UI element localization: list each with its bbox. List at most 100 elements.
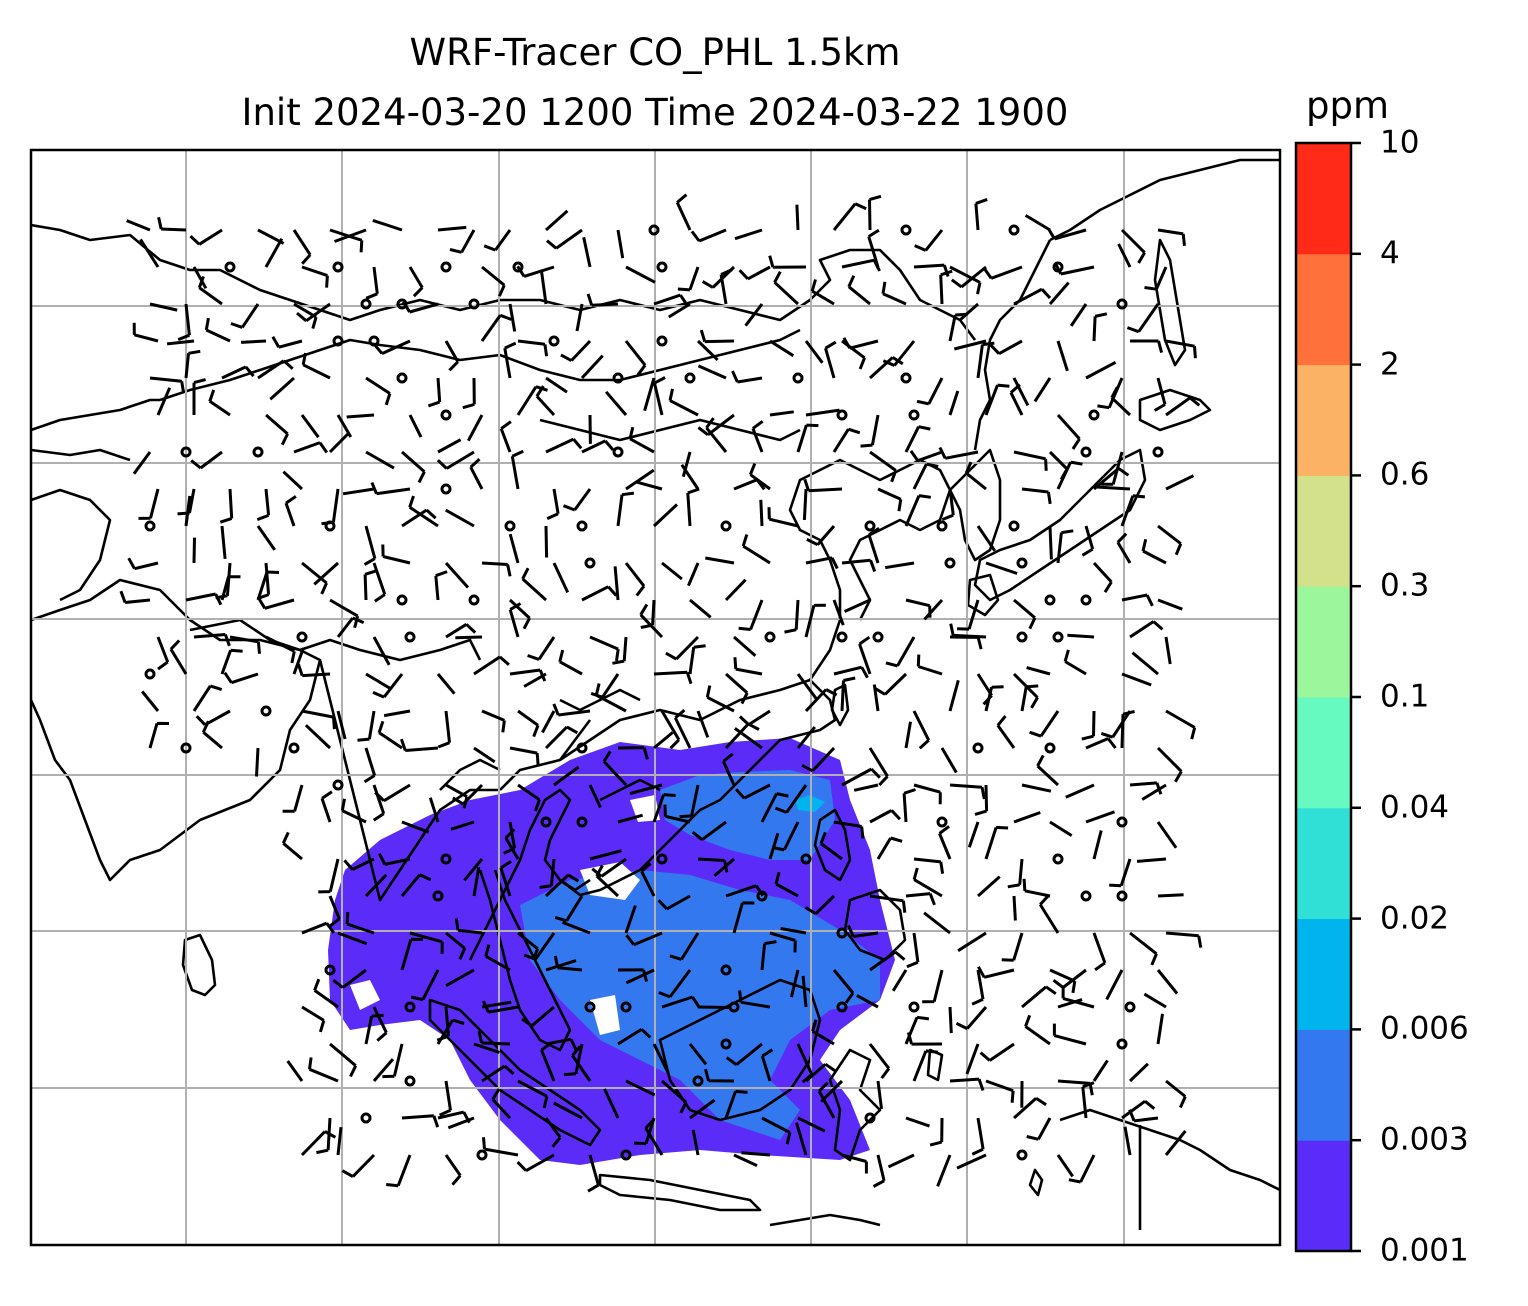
colorbar-tick-label: 0.006 [1380, 1010, 1469, 1047]
wind-barb [447, 1116, 475, 1130]
wind-barb [197, 275, 223, 306]
wind-barb [408, 495, 439, 528]
wind-barb [256, 525, 276, 551]
border-himalaya [189, 618, 482, 662]
wind-barb [1063, 649, 1087, 676]
wind-barb [409, 931, 444, 954]
wind-barb [1067, 633, 1095, 639]
wind-barb [482, 1137, 519, 1157]
wind-barb [768, 255, 807, 269]
wind-barb [589, 635, 620, 662]
wind-barb [780, 927, 807, 935]
calm-wind-marker [360, 1112, 372, 1124]
wind-barb [774, 871, 799, 898]
wind-barb [884, 561, 915, 570]
wind-barb [336, 710, 347, 740]
wind-barb [824, 340, 837, 379]
colorbar-swatch [1296, 253, 1351, 366]
wind-barb [629, 783, 663, 796]
wind-barb [705, 556, 735, 565]
wind-barb [401, 450, 426, 484]
calm-wind-marker [324, 964, 336, 976]
wind-barb [668, 388, 699, 417]
calm-wind-marker [720, 520, 732, 532]
wind-barb [149, 302, 178, 312]
wind-barb [938, 825, 952, 860]
wind-barb [1117, 243, 1132, 268]
calm-wind-marker [288, 742, 300, 754]
wind-barb [450, 820, 475, 831]
calm-wind-marker [836, 409, 848, 421]
wind-barb [906, 1032, 943, 1046]
wind-barb [284, 495, 297, 527]
wind-barb [1126, 303, 1160, 334]
calm-wind-marker [296, 631, 308, 643]
wind-barb [1116, 532, 1132, 564]
wind-barb [1056, 460, 1083, 490]
calm-wind-marker [1016, 631, 1028, 643]
wind-barb [722, 752, 736, 786]
wind-barb [653, 670, 693, 685]
wind-barb [346, 413, 375, 419]
wind-barb [725, 1042, 763, 1066]
calm-wind-marker [656, 853, 668, 865]
wind-barb [292, 229, 312, 265]
wind-barb [1081, 1081, 1095, 1119]
wind-barb [643, 377, 656, 412]
wind-barb [658, 969, 692, 999]
coast-india [31, 578, 322, 882]
colorbar-swatch [1296, 1140, 1351, 1252]
wind-barb [1061, 986, 1095, 1009]
wind-barb [372, 784, 386, 822]
wind-barb [482, 1000, 519, 1014]
calm-wind-marker [1116, 890, 1128, 902]
wind-barb [1012, 1096, 1047, 1120]
calm-wind-marker [872, 631, 884, 643]
wind-barb [220, 575, 241, 601]
calm-wind-marker [396, 372, 408, 384]
wind-barb [913, 783, 942, 805]
wind-barb [768, 832, 780, 860]
wind-barb [1165, 709, 1197, 740]
wind-barb [868, 356, 904, 380]
wind-barb [560, 339, 592, 362]
wind-barb [731, 370, 763, 384]
wind-barb [281, 831, 303, 861]
wind-barb [320, 790, 333, 823]
wind-barb [840, 676, 856, 712]
wind-barb [868, 1043, 891, 1079]
wind-barb [1012, 895, 1017, 921]
wind-barb [481, 709, 506, 733]
wind-barb [939, 269, 953, 305]
wind-barb [444, 1154, 462, 1186]
wind-barb [1092, 830, 1103, 860]
calm-wind-marker [1080, 446, 1092, 458]
wind-barb [126, 219, 151, 232]
wind-barb [957, 599, 980, 631]
wind-barb [546, 488, 560, 520]
wind-barb [1001, 932, 1024, 962]
calm-wind-marker [936, 816, 948, 828]
wind-barb [625, 931, 663, 947]
wind-barb [1052, 1023, 1087, 1046]
wind-barb [337, 931, 368, 946]
wind-barb [625, 468, 655, 491]
border-laos [558, 719, 592, 761]
wind-barb [372, 562, 387, 603]
wind-barb [738, 599, 764, 631]
wind-barb [444, 508, 475, 528]
wind-barb [455, 635, 483, 640]
wind-barb [546, 228, 583, 250]
wind-barb [795, 1122, 808, 1156]
wind-barb [541, 710, 556, 734]
calm-wind-marker [1080, 594, 1092, 606]
colorbar-tick-label: 0.6 [1380, 456, 1430, 493]
calm-wind-marker [792, 372, 804, 384]
wind-barb [410, 969, 440, 1002]
calm-wind-marker [684, 372, 696, 384]
calm-wind-marker [468, 594, 480, 606]
wind-barb [336, 1126, 343, 1156]
wind-barb [434, 570, 448, 601]
wind-barb [741, 534, 771, 565]
wind-barb [336, 414, 353, 438]
